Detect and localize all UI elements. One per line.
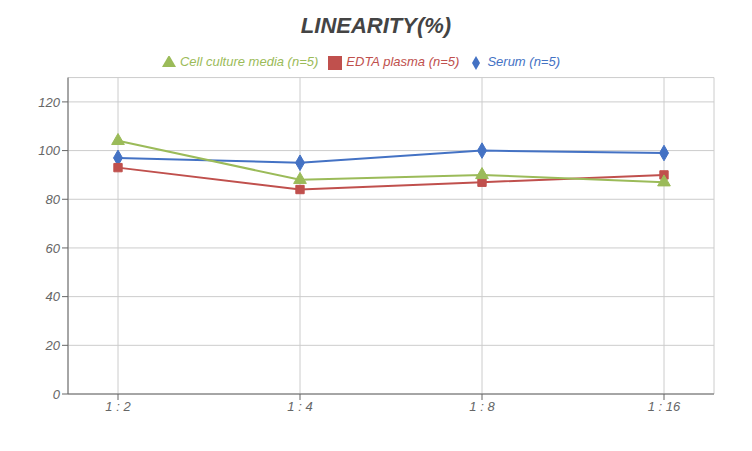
html-text:Cell culture media (n=5): Cell culture media (n=5): [180, 54, 319, 69]
html-text:EDTA plasma (n=5): EDTA plasma (n=5): [346, 54, 460, 69]
svg-text:0: 0: [53, 387, 61, 402]
svg-text:1 : 8: 1 : 8: [469, 399, 495, 414]
svg-text:1 : 16: 1 : 16: [648, 399, 681, 414]
html-text:Serum (n=5): Serum (n=5): [487, 54, 560, 69]
svg-text:1 : 2: 1 : 2: [105, 399, 131, 414]
svg-text:100: 100: [38, 143, 60, 158]
html-text:LINEARITY(%): LINEARITY(%): [300, 13, 452, 38]
svg-text:20: 20: [45, 338, 61, 353]
svg-text:60: 60: [46, 241, 61, 256]
svg-text:40: 40: [46, 289, 61, 304]
svg-text:120: 120: [38, 95, 60, 110]
svg-text:1 : 4: 1 : 4: [287, 399, 312, 414]
svg-text:80: 80: [46, 192, 61, 207]
